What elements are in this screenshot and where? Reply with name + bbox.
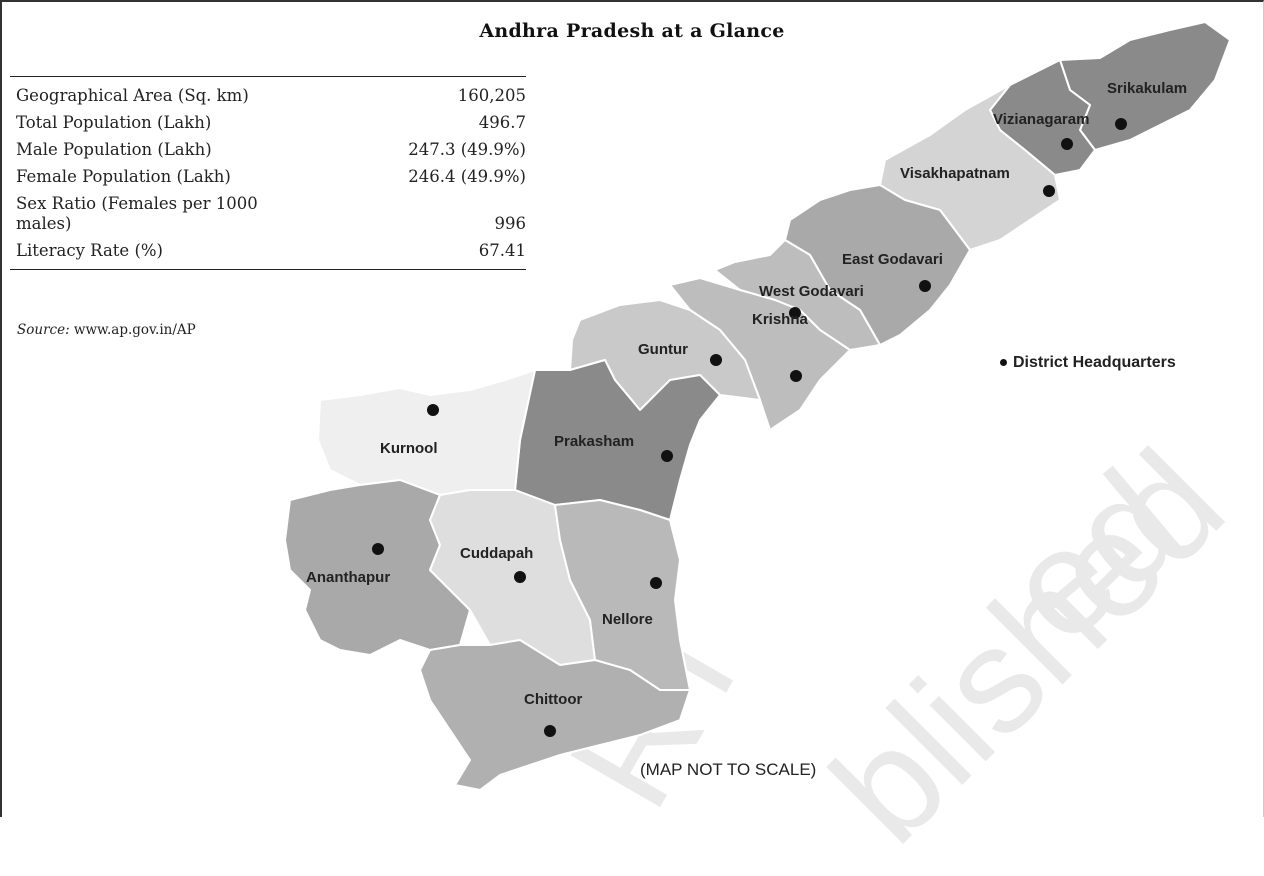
hq-dot-srikakulam bbox=[1115, 118, 1127, 130]
district-label-prakasham: Prakasham bbox=[554, 433, 634, 450]
district-label-chittoor: Chittoor bbox=[524, 691, 582, 708]
hq-dot-nellore bbox=[650, 577, 662, 589]
district-label-west-godavari: West Godavari bbox=[759, 283, 864, 300]
stats-row-female-population: Female Population (Lakh) 246.4 (49.9%) bbox=[10, 164, 526, 191]
stats-row-area: Geographical Area (Sq. km) 160,205 bbox=[10, 83, 526, 110]
source-prefix: Source: bbox=[17, 322, 70, 338]
hq-dot-chittoor bbox=[544, 725, 556, 737]
hq-dot-cuddapah bbox=[514, 571, 526, 583]
stats-row-male-population: Male Population (Lakh) 247.3 (49.9%) bbox=[10, 137, 526, 164]
district-label-ananthapur: Ananthapur bbox=[306, 569, 390, 586]
stats-label: Total Population (Lakh) bbox=[16, 113, 212, 132]
stats-row-total-population: Total Population (Lakh) 496.7 bbox=[10, 110, 526, 137]
hq-dot-kurnool bbox=[427, 404, 439, 416]
hq-dot-visakhapatnam bbox=[1043, 185, 1055, 197]
district-label-visakhapatnam: Visakhapatnam bbox=[900, 165, 1010, 182]
hq-dot-prakasham bbox=[661, 450, 673, 462]
hq-dot-krishna bbox=[790, 370, 802, 382]
map-legend: District Headquarters bbox=[1000, 354, 1176, 372]
district-label-krishna: Krishna bbox=[752, 311, 809, 328]
district-label-nellore: Nellore bbox=[602, 611, 653, 628]
hq-dot-guntur bbox=[710, 354, 722, 366]
stats-label: Female Population (Lakh) bbox=[16, 167, 231, 186]
stats-value: 160,205 bbox=[457, 86, 526, 105]
stats-row-sex-ratio: Sex Ratio (Females per 1000 males) 996 bbox=[10, 191, 526, 238]
legend-label: District Headquarters bbox=[1013, 354, 1176, 371]
stats-label: Male Population (Lakh) bbox=[16, 140, 212, 159]
hq-dot-west-godavari bbox=[789, 307, 801, 319]
district-label-guntur: Guntur bbox=[638, 341, 688, 358]
bullet-dot-icon bbox=[1000, 359, 1007, 367]
stats-value: 247.3 (49.9%) bbox=[408, 140, 526, 159]
source-text: www.ap.gov.in/AP bbox=[69, 322, 196, 338]
stats-label: Sex Ratio (Females per 1000 males) bbox=[16, 194, 258, 233]
district-label-cuddapah: Cuddapah bbox=[460, 545, 533, 562]
hq-dot-ananthapur bbox=[372, 543, 384, 555]
district-kurnool bbox=[317, 369, 536, 496]
district-label-kurnool: Kurnool bbox=[380, 440, 438, 457]
stats-value: 496.7 bbox=[478, 113, 526, 132]
district-east-godavari bbox=[784, 184, 971, 346]
stats-table: Geographical Area (Sq. km) 160,205 Total… bbox=[10, 76, 526, 270]
stats-value: 996 bbox=[494, 214, 527, 233]
stats-value: 246.4 (49.9%) bbox=[408, 167, 526, 186]
stats-row-literacy: Literacy Rate (%) 67.41 bbox=[10, 238, 526, 265]
stats-label: Literacy Rate (%) bbox=[16, 241, 163, 260]
district-label-east-godavari: East Godavari bbox=[842, 251, 943, 268]
district-label-vizianagaram: Vizianagaram bbox=[993, 111, 1089, 128]
hq-dot-vizianagaram bbox=[1061, 138, 1073, 150]
hq-dot-east-godavari bbox=[919, 280, 931, 292]
district-label-srikakulam: Srikakulam bbox=[1107, 80, 1187, 97]
source-note: Source: www.ap.gov.in/AP bbox=[17, 322, 196, 338]
district-chittoor bbox=[419, 639, 691, 791]
district-map: Srikakulam Vizianagaram Visakhapatnam Ea… bbox=[284, 21, 1231, 791]
page-title: Andhra Pradesh at a Glance bbox=[479, 20, 785, 42]
scale-note: (MAP NOT TO SCALE) bbox=[640, 760, 817, 779]
stats-label: Geographical Area (Sq. km) bbox=[16, 86, 249, 105]
stats-value: 67.41 bbox=[478, 241, 526, 260]
